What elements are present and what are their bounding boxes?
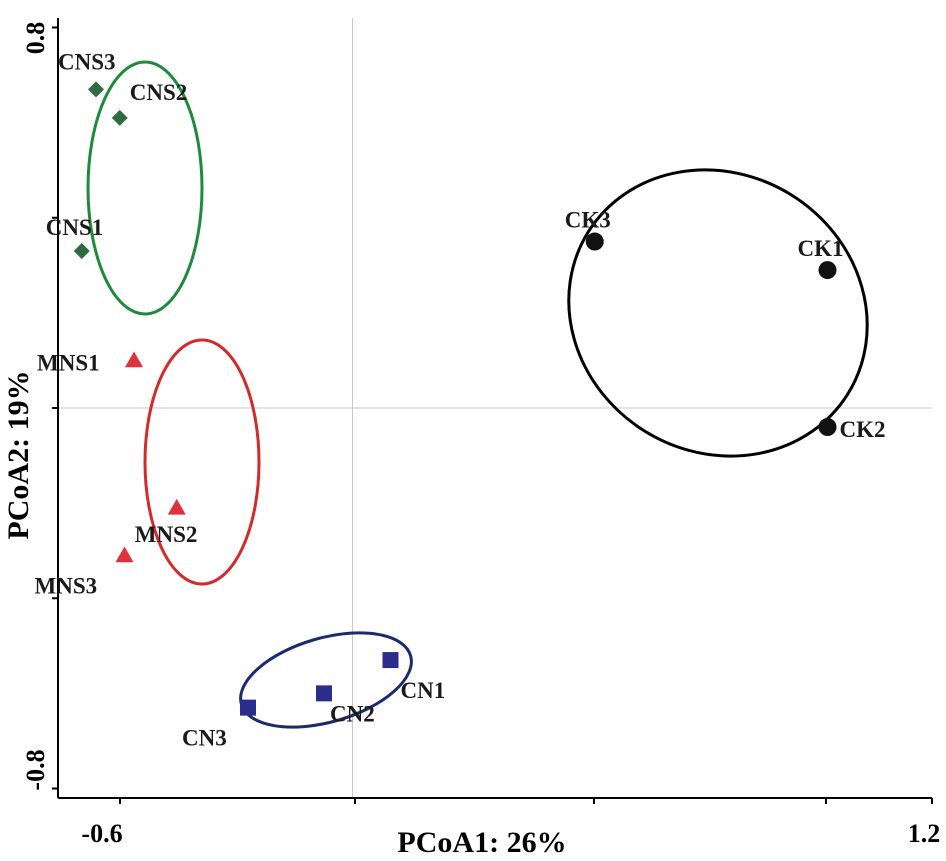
y-axis-title: PCoA2: 19%: [2, 370, 35, 539]
label-cn3: CN3: [182, 726, 227, 751]
point-mns1: [125, 351, 143, 368]
point-cns1: [73, 243, 90, 260]
point-ck1: [818, 261, 837, 280]
label-ck1: CK1: [798, 236, 844, 261]
ellipse-layer: [86, 60, 869, 729]
y-tick-label-max: 0.8: [21, 22, 50, 55]
ellipse-ck: [567, 168, 869, 458]
point-cn3: [240, 699, 256, 716]
label-mns1: MNS1: [37, 350, 100, 375]
label-ck3: CK3: [565, 208, 611, 233]
label-cn1: CN1: [401, 678, 446, 703]
label-mns3: MNS3: [35, 573, 98, 598]
point-cns2: [111, 109, 128, 126]
x-axis-title: PCoA1: 26%: [397, 826, 566, 859]
frame-layer: [52, 18, 933, 804]
label-cn2: CN2: [330, 701, 375, 726]
point-ck3: [585, 232, 604, 251]
label-cns1: CNS1: [46, 215, 104, 240]
point-mns3: [115, 546, 134, 563]
ellipse-mns: [143, 338, 261, 586]
ellipse-cn: [239, 631, 413, 729]
point-cn2: [316, 685, 332, 702]
point-ck2: [818, 418, 837, 437]
point-layer: [73, 81, 837, 716]
x-tick-label-max: 1.2: [908, 819, 941, 848]
label-cns3: CNS3: [58, 49, 116, 74]
label-ck2: CK2: [840, 417, 886, 442]
point-label-layer: CNS1 CNS2 CNS3 MNS1 MNS2 MNS3 CN1 CN2 CN3 CK1 CK2 C…: [35, 49, 886, 750]
point-cn1: [382, 652, 399, 669]
y-tick-label-min: -0.8: [21, 749, 50, 790]
grid-layer: [58, 18, 932, 798]
label-mns2: MNS2: [135, 522, 198, 547]
x-tick-label-min: -0.6: [81, 819, 122, 848]
text-layer: -0.6 1.2 0.8 -0.8 PCoA1: 26% PCoA2: 19%: [2, 22, 940, 859]
point-mns2: [167, 498, 186, 515]
point-cns3: [88, 81, 104, 98]
label-cns2: CNS2: [130, 80, 188, 105]
ellipse-cns: [86, 60, 204, 316]
